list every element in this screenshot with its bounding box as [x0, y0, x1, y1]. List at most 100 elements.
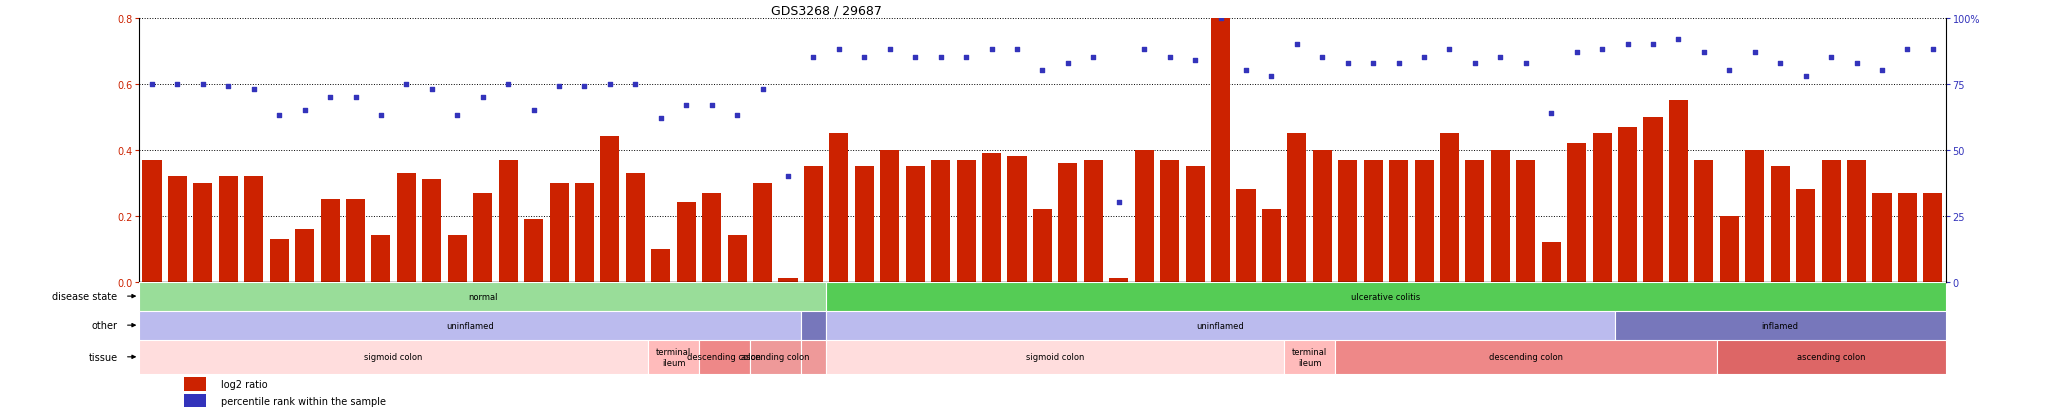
Bar	[1872, 193, 1892, 282]
Bar	[647, 340, 698, 374]
Point	[238, 86, 270, 93]
Point	[1612, 42, 1645, 48]
Point	[950, 55, 983, 62]
Bar	[1491, 150, 1509, 282]
Point	[1331, 60, 1364, 66]
Bar	[1415, 160, 1434, 282]
Point	[1841, 60, 1874, 66]
Bar	[1772, 167, 1790, 282]
Point	[1229, 68, 1262, 75]
Point	[1255, 73, 1288, 80]
Bar	[575, 183, 594, 282]
Bar	[139, 282, 825, 311]
Text: uninflamed: uninflamed	[446, 321, 494, 330]
Bar	[676, 203, 696, 282]
Point	[899, 55, 932, 62]
Text: terminal
ileum: terminal ileum	[655, 347, 690, 367]
Bar	[825, 282, 1946, 311]
Bar	[1337, 160, 1358, 282]
Point	[1153, 55, 1186, 62]
Bar	[1716, 340, 1946, 374]
Bar	[778, 279, 797, 282]
Bar	[600, 137, 618, 282]
Bar	[168, 177, 186, 282]
Point	[416, 86, 449, 93]
Bar	[346, 199, 365, 282]
Point	[543, 84, 575, 90]
Point	[1561, 50, 1593, 56]
Bar	[1567, 144, 1587, 282]
Bar	[1262, 209, 1280, 282]
Text: sigmoid colon: sigmoid colon	[1026, 352, 1083, 361]
Point	[745, 86, 778, 93]
Point	[872, 47, 905, 54]
Bar	[1669, 101, 1688, 282]
Bar	[371, 236, 391, 282]
Bar	[524, 219, 543, 282]
Point	[467, 94, 500, 101]
Text: inflamed: inflamed	[1761, 321, 1798, 330]
Point	[1763, 60, 1796, 66]
Bar	[750, 340, 801, 374]
Bar	[1186, 167, 1204, 282]
Bar	[829, 134, 848, 282]
Bar	[1821, 160, 1841, 282]
Bar	[1210, 0, 1231, 282]
Bar	[1720, 216, 1739, 282]
Bar	[1593, 134, 1612, 282]
Bar	[825, 340, 1284, 374]
Point	[1204, 15, 1237, 22]
Point	[772, 173, 805, 180]
Point	[797, 55, 829, 62]
Bar	[1083, 160, 1104, 282]
Point	[1180, 57, 1212, 64]
Point	[848, 55, 881, 62]
Point	[1307, 55, 1339, 62]
Text: ascending colon: ascending colon	[1796, 352, 1866, 361]
Point	[1509, 60, 1542, 66]
Point	[823, 47, 856, 54]
Point	[211, 84, 244, 90]
Bar	[1516, 160, 1536, 282]
Bar	[143, 160, 162, 282]
Bar	[139, 340, 647, 374]
Bar	[1466, 160, 1485, 282]
Point	[1663, 36, 1696, 43]
Bar	[1159, 160, 1180, 282]
Bar	[651, 249, 670, 282]
Bar	[139, 311, 801, 340]
Bar	[854, 167, 874, 282]
Point	[1534, 110, 1567, 117]
Bar	[1364, 160, 1382, 282]
Bar	[184, 394, 207, 407]
Bar	[397, 173, 416, 282]
Point	[1280, 42, 1313, 48]
Point	[975, 47, 1008, 54]
Point	[162, 81, 195, 88]
Point	[313, 94, 346, 101]
Point	[645, 115, 678, 122]
Point	[1458, 60, 1491, 66]
Bar	[825, 311, 1616, 340]
Bar	[1032, 209, 1053, 282]
Bar	[801, 311, 825, 340]
Bar	[473, 193, 492, 282]
Text: ascending colon: ascending colon	[741, 352, 809, 361]
Text: descending colon: descending colon	[1489, 352, 1563, 361]
Bar	[702, 193, 721, 282]
Bar	[1694, 160, 1714, 282]
Point	[1382, 60, 1415, 66]
Bar	[1288, 134, 1307, 282]
Point	[670, 102, 702, 109]
Point	[1739, 50, 1772, 56]
Bar	[1284, 340, 1335, 374]
Point	[289, 107, 322, 114]
Point	[492, 81, 524, 88]
Point	[618, 81, 651, 88]
Bar	[801, 340, 825, 374]
Point	[262, 113, 295, 119]
Point	[1051, 60, 1083, 66]
Text: disease state: disease state	[53, 292, 117, 301]
Bar	[498, 160, 518, 282]
Bar	[1237, 190, 1255, 282]
